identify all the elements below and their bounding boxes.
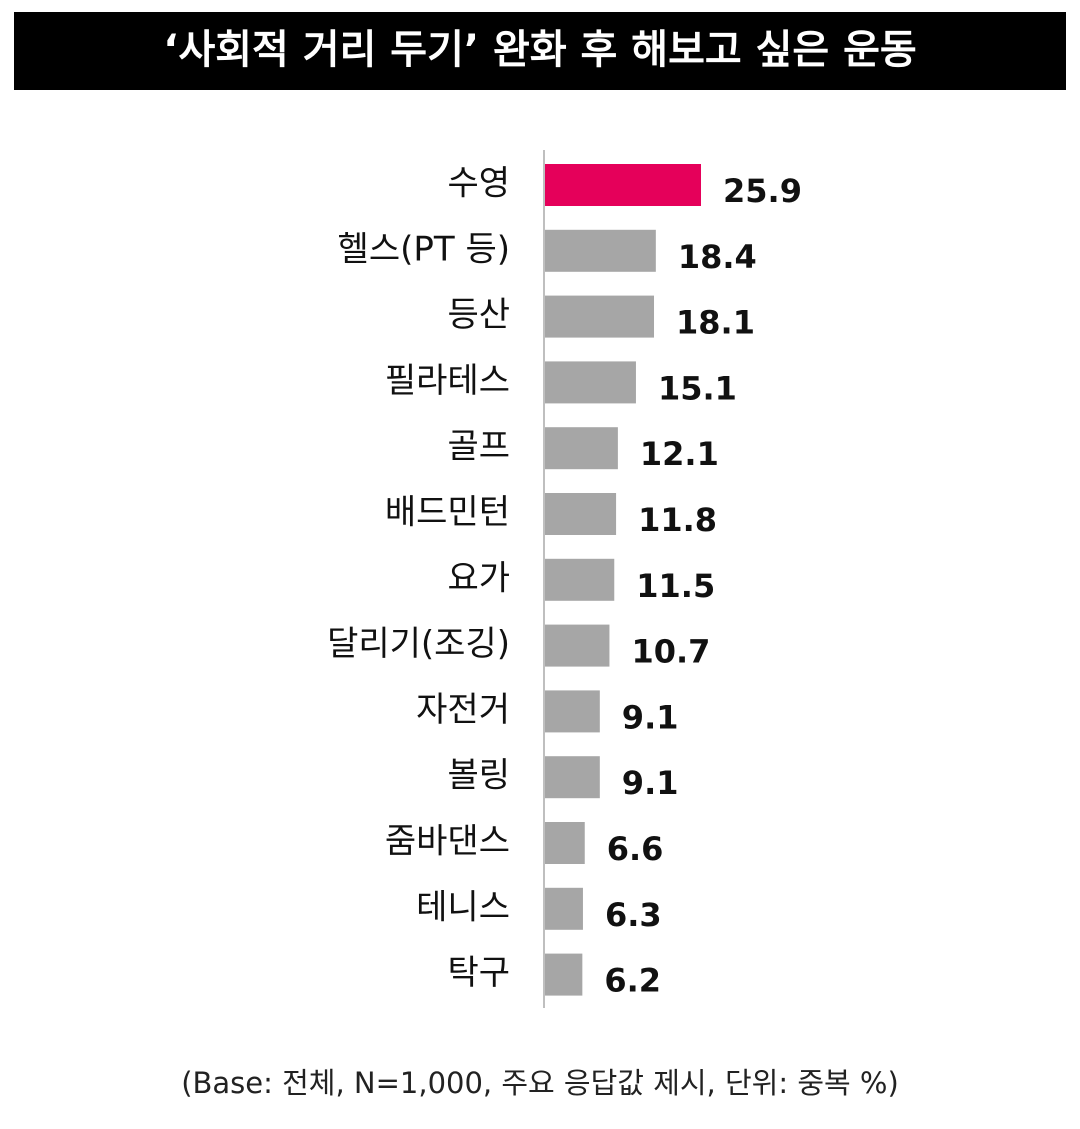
category-label: 등산 <box>447 295 510 335</box>
value-label: 18.4 <box>678 238 757 276</box>
bar <box>545 295 655 338</box>
category-label: 탁구 <box>447 953 510 993</box>
bar <box>545 493 617 535</box>
bar <box>545 558 615 601</box>
value-label: 11.8 <box>638 501 717 539</box>
category-label: 요가 <box>447 558 510 598</box>
bar <box>545 690 600 733</box>
bar <box>545 953 583 996</box>
value-label: 15.1 <box>658 369 737 407</box>
category-label: 골프 <box>447 427 510 467</box>
value-label: 12.1 <box>640 435 719 473</box>
value-label: 6.3 <box>605 896 662 934</box>
bar <box>545 164 701 206</box>
bar <box>545 229 656 272</box>
bar <box>545 427 618 470</box>
value-label: 18.1 <box>676 304 755 342</box>
category-label: 자전거 <box>416 690 510 730</box>
value-label: 6.2 <box>604 962 661 1000</box>
category-label: 줌바댄스 <box>385 822 510 862</box>
category-label: 볼링 <box>447 756 510 796</box>
bar <box>545 624 610 667</box>
chart-title: ‘사회적 거리 두기’ 완화 후 해보고 싶은 운동 <box>163 27 916 73</box>
category-label: 헬스(PT 등) <box>338 229 510 269</box>
bar <box>545 361 636 404</box>
category-label: 테니스 <box>416 887 510 927</box>
category-label: 필라테스 <box>385 361 510 401</box>
note: (Base: 전체, N=1,000, 주요 응답값 제시, 단위: 중복 %) <box>181 1066 899 1100</box>
value-label: 9.1 <box>622 698 679 736</box>
category-label: 달리기(조깅) <box>327 624 510 664</box>
value-label: 10.7 <box>631 633 710 671</box>
value-label: 11.5 <box>636 567 715 605</box>
category-label: 수영 <box>447 164 510 204</box>
category-label: 배드민턴 <box>385 493 510 533</box>
bar <box>545 887 583 930</box>
bar <box>545 756 600 799</box>
bar <box>545 822 585 864</box>
value-label: 9.1 <box>622 764 679 802</box>
value-label: 6.6 <box>607 830 664 868</box>
title-background <box>14 12 1066 90</box>
value-label: 25.9 <box>723 172 802 210</box>
